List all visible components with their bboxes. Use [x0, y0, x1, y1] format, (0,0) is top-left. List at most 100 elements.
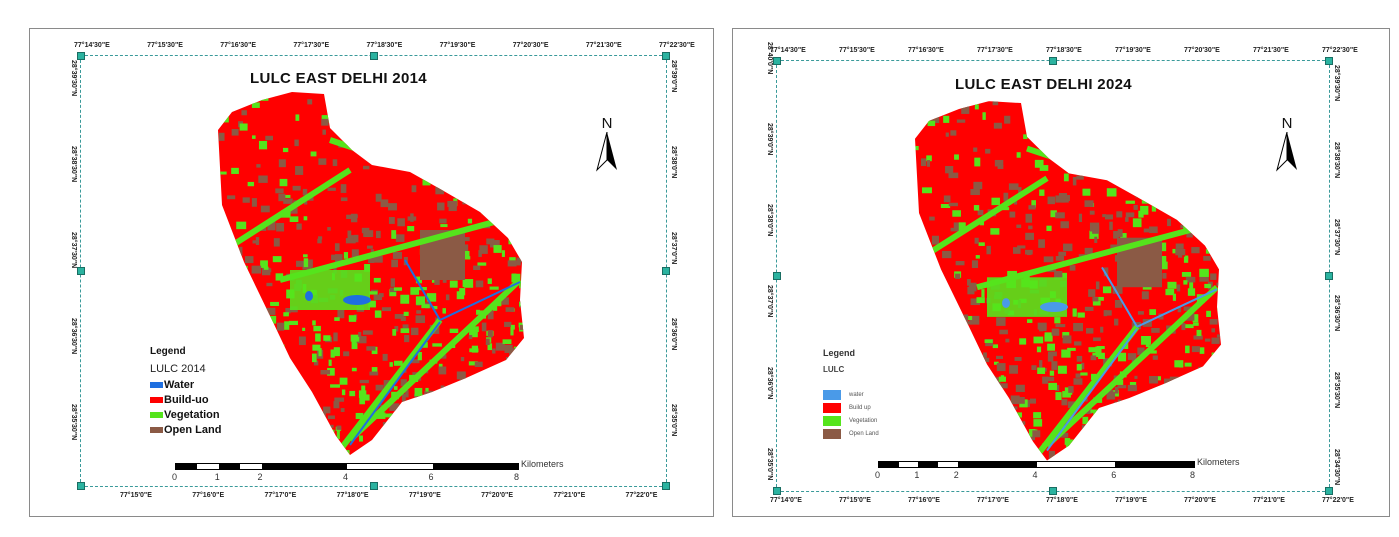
- vegetation-patch: [341, 389, 346, 396]
- graticule-label-right: 28°37'0"N: [670, 232, 677, 265]
- legend-item: Vegetation: [823, 414, 879, 427]
- open-land-patch: [953, 222, 964, 230]
- vegetation-patch: [333, 347, 340, 357]
- graticule-label-bottom: 77°18'0"E: [336, 492, 369, 499]
- open-land-patch: [965, 321, 973, 325]
- selection-handle[interactable]: [369, 52, 378, 60]
- open-land-patch: [1032, 430, 1041, 438]
- open-land-patch: [331, 254, 336, 261]
- vegetation-patch: [355, 412, 364, 420]
- vegetation-patch: [258, 140, 268, 150]
- open-land-patch: [1095, 281, 1100, 290]
- open-land-patch: [1051, 361, 1058, 370]
- vegetation-patch: [251, 102, 260, 108]
- open-land-patch: [1054, 270, 1063, 280]
- open-land-patch: [1092, 225, 1100, 234]
- legend-heading: Legend: [823, 348, 856, 358]
- graticule-label-right: 28°34'30"N: [1333, 448, 1340, 486]
- open-land-patch: [986, 245, 991, 255]
- open-land-patch: [955, 261, 965, 266]
- open-land-patch: [1175, 243, 1184, 249]
- vegetation-patch: [501, 250, 505, 257]
- vegetation-patch: [1082, 416, 1089, 425]
- open-land-patch: [948, 202, 958, 207]
- map-title: LULC EAST DELHI 2024: [955, 76, 1132, 93]
- graticule-label-left: 28°37'0"N: [766, 285, 773, 318]
- vegetation-patch: [312, 353, 317, 363]
- selection-handle[interactable]: [1325, 487, 1333, 495]
- vegetation-patch: [407, 226, 415, 232]
- vegetation-patch: [1064, 438, 1071, 445]
- selection-handle[interactable]: [77, 482, 85, 490]
- open-land-patch: [973, 147, 978, 152]
- selection-handle[interactable]: [77, 267, 85, 275]
- legend-heading: Legend: [150, 346, 186, 357]
- open-land-patch: [1117, 229, 1123, 237]
- vegetation-patch: [343, 252, 349, 259]
- open-land-patch: [320, 370, 331, 375]
- open-land-patch: [389, 403, 400, 411]
- graticule-label-left: 28°35'0"N: [766, 447, 773, 480]
- open-land-patch: [1106, 391, 1116, 400]
- open-land-patch: [1211, 328, 1216, 333]
- open-land-patch: [926, 160, 931, 167]
- open-land-patch: [1125, 212, 1135, 218]
- graticule-label-bottom: 77°17'0"E: [977, 497, 1009, 504]
- vegetation-patch: [1098, 352, 1105, 360]
- vegetation-patch: [511, 273, 521, 283]
- scale-segment: [918, 462, 939, 467]
- legend-swatch: [150, 426, 163, 433]
- vegetation-patch: [415, 296, 426, 305]
- selection-handle[interactable]: [77, 52, 85, 60]
- selection-handle[interactable]: [369, 482, 378, 490]
- vegetation-patch: [1167, 281, 1177, 289]
- selection-handle[interactable]: [773, 272, 781, 280]
- vegetation-patch: [1057, 272, 1068, 278]
- selection-handle[interactable]: [1049, 57, 1057, 65]
- open-land-patch: [1175, 248, 1186, 256]
- open-land-patch: [1133, 205, 1138, 210]
- vegetation-patch: [313, 325, 321, 332]
- open-land-patch: [350, 213, 358, 223]
- vegetation-patch: [351, 341, 358, 350]
- vegetation-patch: [1036, 346, 1042, 353]
- open-land-patch: [931, 235, 939, 245]
- vegetation-patch: [469, 329, 478, 338]
- open-land-patch: [395, 234, 405, 242]
- open-land-patch: [405, 390, 409, 398]
- north-label: N: [1281, 115, 1293, 132]
- vegetation-patch: [1067, 347, 1076, 351]
- graticule-label-top: 77°17'30"E: [293, 42, 330, 49]
- vegetation-patch: [509, 257, 516, 261]
- open-land-patch: [1042, 376, 1049, 384]
- selection-handle[interactable]: [662, 52, 670, 60]
- selection-handle[interactable]: [662, 267, 670, 275]
- open-land-patch: [983, 352, 987, 358]
- open-land-patch: [1185, 276, 1196, 283]
- selection-handle[interactable]: [1049, 487, 1057, 495]
- vegetation-corridor: [337, 318, 443, 452]
- open-land-patch: [265, 135, 274, 141]
- vegetation-patch: [1129, 381, 1137, 388]
- selection-handle[interactable]: [1325, 272, 1333, 280]
- open-land-patch: [394, 314, 405, 319]
- selection-handle[interactable]: [773, 57, 781, 65]
- open-land-patch: [296, 223, 302, 230]
- selection-handle[interactable]: [662, 482, 670, 490]
- open-land-patch: [380, 199, 389, 208]
- open-land-patch: [1211, 337, 1220, 344]
- scale-tick-label: 0: [172, 472, 178, 482]
- selection-handle[interactable]: [1325, 57, 1333, 65]
- north-arrow: N: [1275, 115, 1299, 177]
- open-land-patch: [1047, 351, 1057, 357]
- selection-handle[interactable]: [773, 487, 781, 495]
- open-land-patch: [486, 238, 495, 245]
- vegetation-patch: [330, 384, 340, 388]
- vegetation-patch: [1048, 382, 1058, 390]
- vegetation-patch: [310, 151, 317, 157]
- open-land-patch: [967, 279, 971, 286]
- open-land-patch: [263, 268, 272, 273]
- vegetation-patch: [272, 256, 282, 263]
- graticule-label-right: 28°38'30"N: [1333, 141, 1340, 178]
- vegetation-patch: [1151, 203, 1157, 212]
